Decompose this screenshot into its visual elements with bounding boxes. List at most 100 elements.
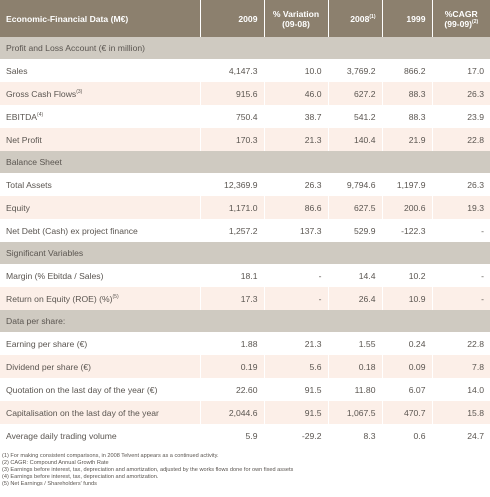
header-cell: 2009 [199,0,264,37]
value-cell: 5.6 [263,355,328,378]
header-text: Economic-Financial Data (M€) [6,13,129,24]
header-text: % Variation [272,8,320,19]
value-cell: 15.8 [431,401,490,424]
value-cell: 22.60 [199,378,264,401]
row-label-cell: Margin (% Ebitda / Sales) [0,264,200,287]
value-cell: 2,044.6 [199,401,264,424]
row-label: Return on Equity (ROE) (%) [6,293,113,304]
value-cell: 170.3 [199,128,264,151]
header-text: (09-08) [282,18,310,29]
value-cell: - [431,264,490,287]
value-cell: 0.18 [327,355,382,378]
value-cell: -29.2 [263,424,328,447]
value-cell: - [263,287,328,310]
data-table: Economic-Financial Data (M€) 2009 % Variat… [0,0,490,447]
header-cell: 2008(1) [327,0,382,37]
header-row: Economic-Financial Data (M€) 2009 % Variat… [0,0,490,37]
value-cell: 1,257.2 [199,219,264,242]
value-cell: 915.6 [199,82,264,105]
value-cell: 88.3 [381,82,432,105]
header-cell: Economic-Financial Data (M€) [0,0,200,37]
value-cell: 1,197.9 [381,173,432,196]
value-cell: 91.5 [263,378,328,401]
value-cell: 18.1 [199,264,264,287]
row-label: Earning per share (€) [6,338,88,349]
row-note: (5) [112,293,119,300]
value-cell: 21.3 [263,332,328,355]
value-cell: 88.3 [381,105,432,128]
value-cell: 24.7 [431,424,490,447]
row-label: Sales [6,65,28,76]
data-row: Dividend per share (€) 0.19 5.6 0.18 0.09 7.8 [0,355,490,378]
value-cell: 9,794.6 [327,173,382,196]
row-label-cell: Net Profit [0,128,200,151]
footnote: (4) Earnings before interest, tax, depre… [2,473,159,480]
data-row: Average daily trading volume 5.9 -29.2 8.3 0… [0,424,490,447]
value-cell: 1.88 [199,332,264,355]
value-cell: 14.0 [431,378,490,401]
footnote: (3) Earnings before interest, tax, depre… [2,466,294,473]
footnote: (2) CAGR: Compound Annual Growth Rate [2,459,109,466]
data-row: Quotation on the last day of the year (€… [0,378,490,401]
value-cell: 11.80 [327,378,382,401]
value-cell: 470.7 [381,401,432,424]
value-cell: 17.3 [199,287,264,310]
value-cell: 137.3 [263,219,328,242]
data-row: EBITDA(4) 750.4 38.7 541.2 88.3 23.9 [0,105,490,128]
row-label-cell: Sales [0,59,200,82]
data-row: Capitalisation on the last day of the ye… [0,401,490,424]
section-title: Profit and Loss Account (€ in million) [0,37,490,59]
data-row: Margin (% Ebitda / Sales) 18.1-14.4 10.2- [0,264,490,287]
section-row: Balance Sheet [0,151,490,173]
value-cell: 627.2 [327,82,382,105]
header-text: 2008 [350,13,370,24]
row-note: (3) [76,88,83,95]
value-cell: 22.8 [431,332,490,355]
value-cell: 4,147.3 [199,59,264,82]
header-text: 1999 [406,13,426,24]
value-cell: 529.9 [327,219,382,242]
footnote: (5) Net Earnings / Shareholders' funds [2,480,97,487]
value-cell: 14.4 [327,264,382,287]
value-cell: - [263,264,328,287]
data-row: Net Debt (Cash) ex project finance 1,257.… [0,219,490,242]
section-row: Significant Variables [0,242,490,264]
value-cell: 10.2 [381,264,432,287]
section-title: Significant Variables [0,242,490,264]
value-cell: 26.3 [263,173,328,196]
value-cell: 22.8 [431,128,490,151]
section-title: Balance Sheet [0,151,490,173]
value-cell: 1,067.5 [327,401,382,424]
value-cell: 750.4 [199,105,264,128]
row-label-cell: Earning per share (€) [0,332,200,355]
value-cell: 866.2 [381,59,432,82]
value-cell: 23.9 [431,105,490,128]
value-cell: 21.3 [263,128,328,151]
value-cell: 17.0 [431,59,490,82]
row-label: Average daily trading volume [6,430,117,441]
data-row: Net Profit 170.3 21.3 140.4 21.9 22.8 [0,128,490,151]
footnotes: (1) For making consistent comparisons, i… [0,453,490,488]
value-cell: 7.8 [431,355,490,378]
value-cell: 12,369.9 [199,173,264,196]
value-cell: 91.5 [263,401,328,424]
value-cell: 26.3 [431,173,490,196]
header-text: %CAGR [444,8,478,19]
value-cell: 1.55 [327,332,382,355]
row-label: Net Profit [6,134,42,145]
value-cell: 86.6 [263,196,328,219]
row-label: Dividend per share (€) [6,361,92,372]
section-title: Data per share: [0,310,490,332]
value-cell: 10.9 [381,287,432,310]
value-cell: 21.9 [381,128,432,151]
value-cell: 26.3 [431,82,490,105]
value-cell: 0.09 [381,355,432,378]
row-label-cell: Equity [0,196,200,219]
row-label: Gross Cash Flows [6,88,77,99]
value-cell: 541.2 [327,105,382,128]
header-text: 2009 [238,13,258,24]
value-cell: 5.9 [199,424,264,447]
section-row: Profit and Loss Account (€ in million) [0,37,490,59]
value-cell: 0.6 [381,424,432,447]
